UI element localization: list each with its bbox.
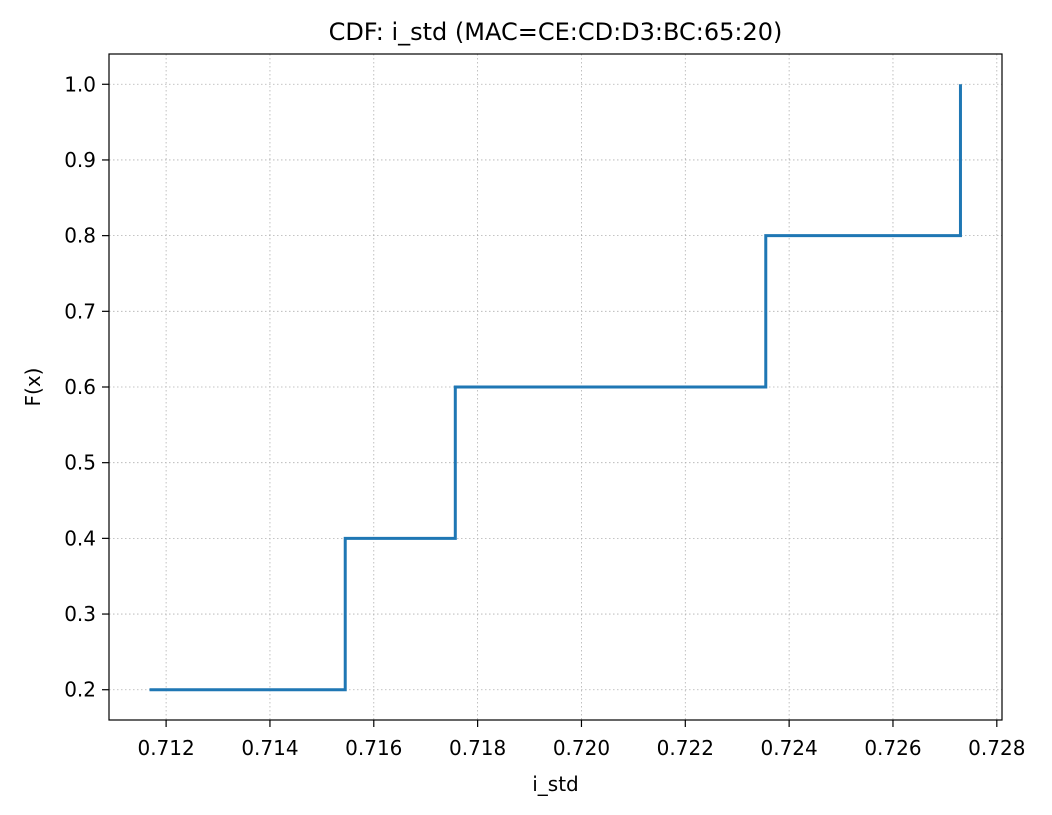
x-tick-label: 0.718 bbox=[449, 736, 506, 760]
y-tick-label: 0.6 bbox=[64, 375, 96, 399]
y-tick-label: 0.8 bbox=[64, 224, 96, 248]
x-tick-label: 0.724 bbox=[761, 736, 818, 760]
y-tick-label: 0.3 bbox=[64, 602, 96, 626]
y-tick-label: 0.7 bbox=[64, 299, 96, 323]
chart-title: CDF: i_std (MAC=CE:CD:D3:BC:65:20) bbox=[329, 18, 783, 46]
x-tick-label: 0.712 bbox=[137, 736, 194, 760]
y-axis: 0.2 0.3 0.4 0.5 0.6 0.7 0.8 0.9 1.0 bbox=[64, 72, 109, 702]
x-axis-label: i_std bbox=[532, 772, 579, 796]
x-tick-label: 0.716 bbox=[345, 736, 402, 760]
y-tick-label: 0.2 bbox=[64, 678, 96, 702]
x-tick-label: 0.726 bbox=[864, 736, 921, 760]
cdf-step-line bbox=[149, 84, 962, 692]
x-tick-label: 0.714 bbox=[241, 736, 298, 760]
y-tick-label: 0.9 bbox=[64, 148, 96, 172]
y-axis-label: F(x) bbox=[21, 368, 45, 407]
y-tick-label: 0.5 bbox=[64, 451, 96, 475]
x-tick-label: 0.720 bbox=[553, 736, 610, 760]
y-tick-label: 0.4 bbox=[64, 526, 96, 550]
series-layer bbox=[149, 84, 962, 692]
y-tick-label: 1.0 bbox=[64, 72, 96, 96]
x-tick-label: 0.728 bbox=[968, 736, 1025, 760]
x-tick-label: 0.722 bbox=[657, 736, 714, 760]
x-axis: 0.712 0.714 0.716 0.718 0.720 0.722 0.724 0.726… bbox=[137, 720, 1025, 760]
